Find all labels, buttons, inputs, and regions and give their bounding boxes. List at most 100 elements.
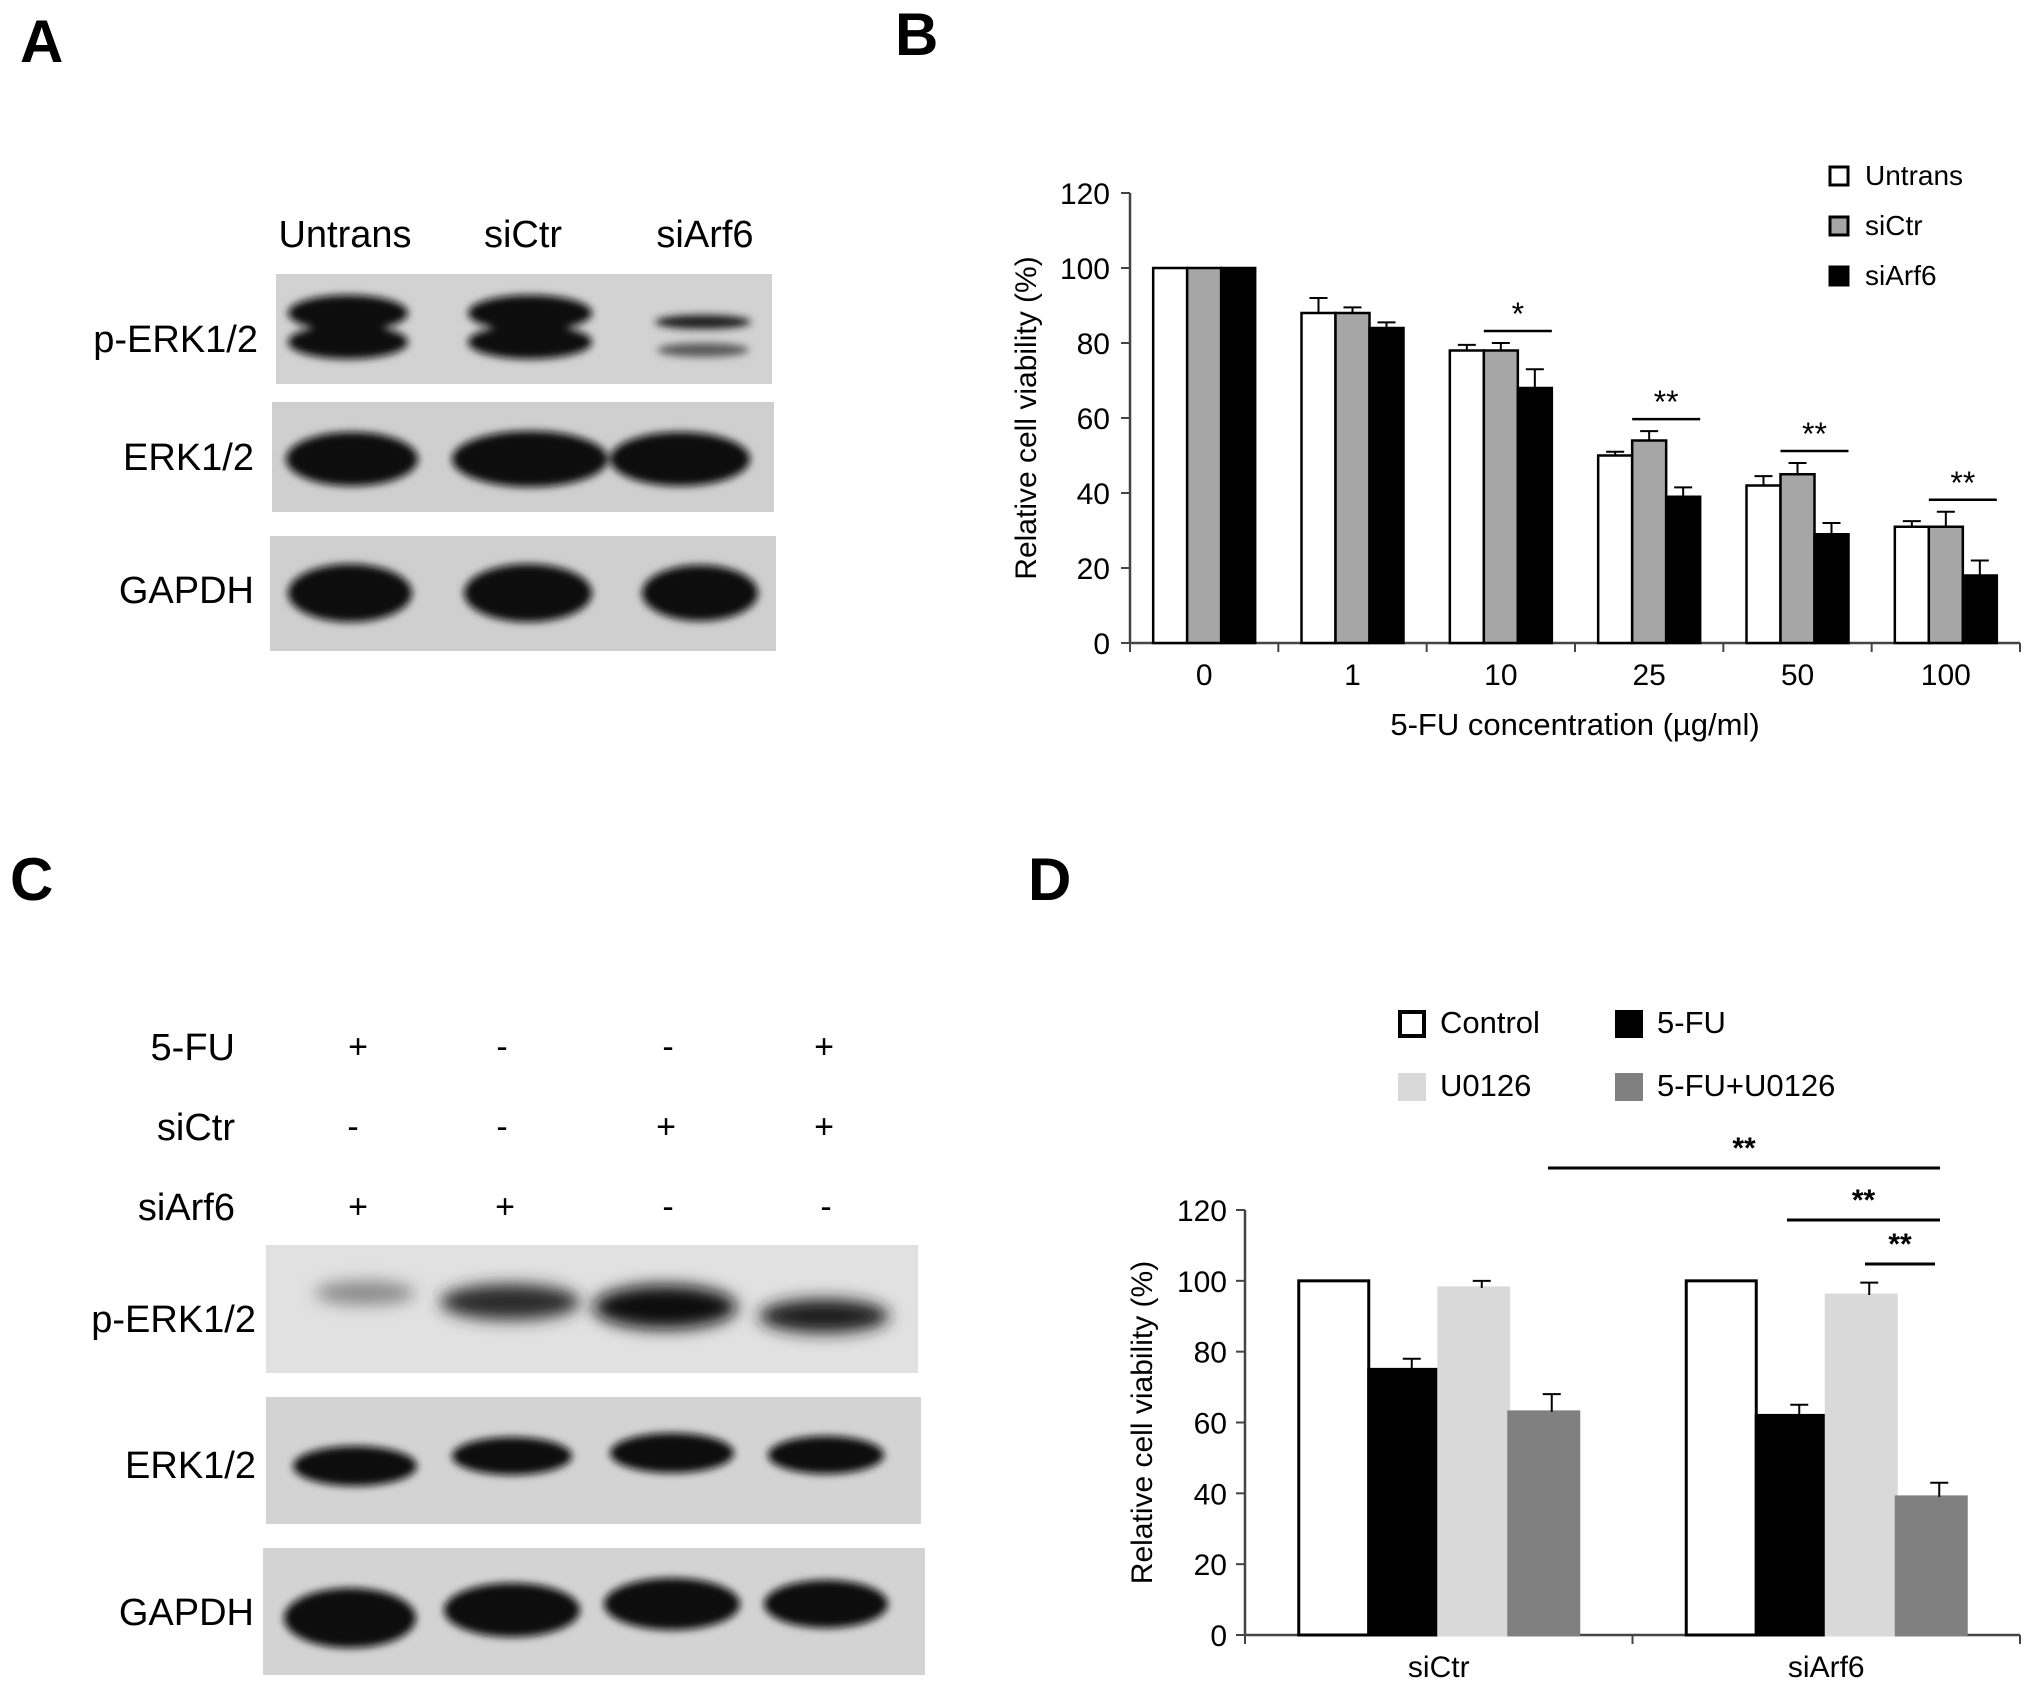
chart-d: 0 20 40 60 80 100 120 siCtr siArf6 ** ** ** Relative… — [1126, 1005, 2021, 1684]
sign: - — [347, 1108, 358, 1146]
blot-c-perk — [266, 1245, 918, 1373]
panel-c-letter: C — [10, 846, 53, 913]
bar-Untrans — [1151, 266, 1189, 645]
legend-label: 5-FU — [1657, 1005, 1726, 1040]
x-tick-label: siArf6 — [1788, 1651, 1865, 1684]
sign: - — [820, 1188, 831, 1226]
band-c-erk-4 — [768, 1436, 884, 1474]
bar-5-FU+U0126 — [1894, 1495, 1968, 1637]
bar-siCtr — [1927, 525, 1965, 645]
significance-marker: ** — [1802, 416, 1827, 452]
band-c-gapdh-2 — [444, 1583, 580, 1637]
panel-d-letter: D — [1028, 846, 1071, 913]
significance-marker: ** — [1732, 1132, 1756, 1165]
band-a-perk-1 — [288, 295, 408, 331]
sign: + — [348, 1188, 368, 1226]
row-label-perk: p-ERK1/2 — [93, 319, 258, 361]
y-tick-label: 0 — [1093, 628, 1110, 661]
significance-marker: * — [1512, 296, 1524, 332]
y-tick-label: 60 — [1077, 403, 1110, 436]
legend-label: 5-FU+U0126 — [1657, 1068, 1835, 1103]
band-c-gapdh-3 — [604, 1578, 740, 1630]
bar-U0126 — [1437, 1286, 1511, 1637]
y-axis-label: Relative cell viability (%) — [1010, 256, 1043, 579]
x-tick-label: 10 — [1484, 659, 1517, 692]
sign: - — [496, 1108, 507, 1146]
y-tick-label: 0 — [1210, 1620, 1227, 1653]
sign: + — [495, 1188, 515, 1226]
panel-c: C 5-FU siCtr siArf6 + - - + - - + + + + … — [10, 846, 925, 1675]
lane-label-untrans: Untrans — [278, 214, 411, 256]
bar-Untrans — [1893, 525, 1931, 645]
condition-label-sictr: siCtr — [157, 1107, 235, 1149]
x-tick-label: 0 — [1196, 659, 1213, 692]
lane-label-sictr: siCtr — [484, 214, 562, 256]
y-tick-label: 20 — [1194, 1549, 1227, 1582]
significance-marker: ** — [1888, 1228, 1912, 1261]
bar-Untrans — [1745, 484, 1782, 645]
y-tick-label: 100 — [1177, 1266, 1227, 1299]
bar-siCtr — [1185, 266, 1223, 645]
band-c-perk-1 — [315, 1281, 415, 1305]
band-a-perk-2 — [468, 295, 592, 331]
bar-siCtr — [1630, 439, 1668, 645]
y-tick-label: 20 — [1077, 553, 1110, 586]
condition-label-5fu: 5-FU — [151, 1027, 235, 1069]
band-a-gapdh-2 — [464, 564, 592, 622]
sign: + — [814, 1028, 834, 1066]
bar-Untrans — [1596, 454, 1634, 645]
row-label-erk: ERK1/2 — [125, 1445, 256, 1487]
legend-label: U0126 — [1440, 1068, 1531, 1103]
y-tick-label: 80 — [1194, 1337, 1227, 1370]
legend-swatch-U0126 — [1398, 1073, 1426, 1101]
bar-siArf6 — [1961, 574, 1999, 645]
band-c-perk-4 — [759, 1299, 889, 1333]
x-tick-label: 1 — [1344, 659, 1361, 692]
legend-swatch-Untrans — [1828, 165, 1850, 187]
band-c-erk-2 — [452, 1437, 572, 1475]
band-a-erk-2 — [452, 431, 608, 487]
x-tick-label: siCtr — [1408, 1651, 1470, 1684]
y-axis-label: Relative cell viability (%) — [1126, 1261, 1159, 1584]
band-a-gapdh-3 — [642, 565, 758, 621]
band-c-perk-2 — [440, 1284, 580, 1320]
blot-a-erk — [272, 402, 774, 512]
band-c-erk-1 — [293, 1446, 417, 1486]
significance-marker: ** — [1950, 465, 1975, 501]
legend-swatch-5-FU — [1615, 1010, 1643, 1038]
sign-row-5fu: + - - + — [348, 1028, 834, 1066]
bar-siArf6 — [1813, 533, 1850, 645]
lane-label-siarf6: siArf6 — [656, 214, 753, 256]
bar-siCtr — [1334, 311, 1371, 645]
row-label-erk: ERK1/2 — [123, 437, 254, 479]
significance-marker: ** — [1852, 1184, 1876, 1217]
y-tick-label: 40 — [1194, 1478, 1227, 1511]
bar-siCtr — [1779, 473, 1816, 645]
legend-label: siCtr — [1865, 210, 1923, 241]
bar-siArf6 — [1219, 266, 1257, 645]
legend-label: Untrans — [1865, 160, 1963, 191]
sign: - — [496, 1028, 507, 1066]
band-a-gapdh-1 — [288, 564, 412, 622]
sign-row-siarf6: + + - - — [348, 1188, 832, 1226]
band-a-erk-1 — [286, 432, 418, 486]
legend-swatch-siCtr — [1828, 215, 1850, 237]
sign: + — [814, 1108, 834, 1146]
bar-siArf6 — [1516, 386, 1554, 645]
bar-Untrans — [1448, 349, 1486, 645]
blot-c-erk — [266, 1397, 921, 1524]
bar-5-FU — [1367, 1367, 1441, 1637]
x-tick-label: 100 — [1921, 659, 1971, 692]
legend-swatch-Control — [1398, 1010, 1426, 1038]
legend-label: siArf6 — [1865, 260, 1937, 291]
y-tick-label: 120 — [1060, 178, 1110, 211]
sign: - — [662, 1188, 673, 1226]
legend-swatch-5-FU+U0126 — [1615, 1073, 1643, 1101]
blot-c-gapdh — [263, 1548, 925, 1675]
panel-d: D 0 20 40 60 80 100 120 siCtr siArf6 ** ** ** Relati… — [1028, 846, 2021, 1684]
bar-siArf6 — [1368, 326, 1405, 645]
significance-marker: ** — [1654, 384, 1679, 420]
